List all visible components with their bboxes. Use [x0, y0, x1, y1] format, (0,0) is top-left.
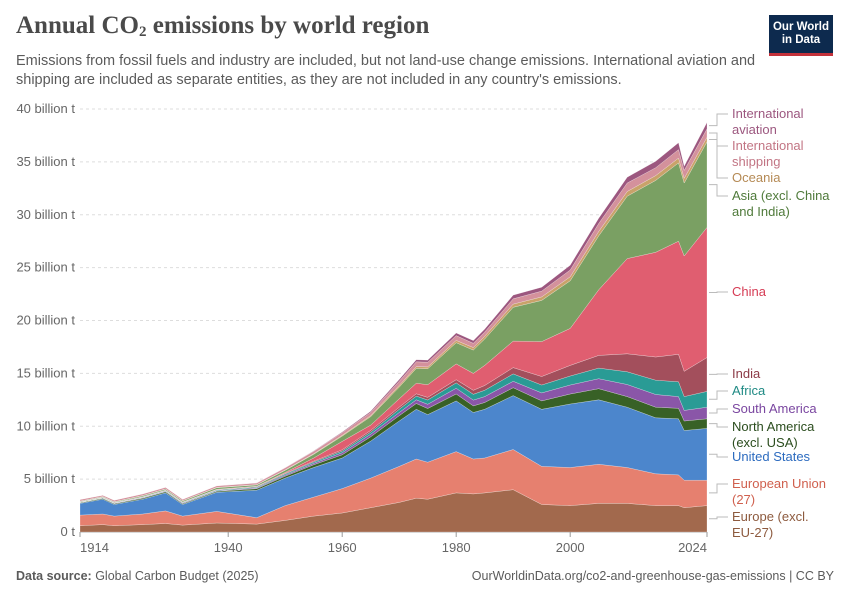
legend-connector — [709, 453, 728, 458]
x-tick-label: 2024 — [678, 540, 707, 555]
legend-label-united-states[interactable]: United States — [732, 449, 811, 464]
owid-logo[interactable]: Our World in Data — [769, 15, 833, 56]
legend-connector — [709, 291, 728, 293]
legend-label-europe-excl-eu-27[interactable]: Europe (excl. — [732, 509, 809, 524]
x-tick-label: 1914 — [80, 540, 109, 555]
area-international-aviation — [79, 122, 708, 501]
y-tick-label: 25 billion t — [16, 260, 75, 275]
logo-line-2: in Data — [781, 34, 821, 46]
data-source-label: Data source: — [16, 569, 92, 583]
source-url-license[interactable]: OurWorldinData.org/co2-and-greenhouse-ga… — [471, 569, 834, 583]
legend-connector — [709, 516, 728, 520]
legend-connector — [709, 483, 728, 494]
title-subscript: 2 — [138, 24, 147, 40]
legend-label-europe-excl-eu-27[interactable]: EU-27) — [732, 525, 773, 540]
logo-line-1: Our World — [772, 21, 829, 33]
legend-label-asia-excl-china-and-india[interactable]: Asia (excl. China — [732, 188, 830, 203]
legend-label-european-union-27[interactable]: (27) — [732, 492, 755, 507]
data-source-value: Global Carbon Budget (2025) — [91, 569, 259, 583]
title-rest: emissions by world region — [146, 12, 430, 39]
legend-label-india[interactable]: India — [732, 366, 761, 381]
legend-connector — [709, 423, 728, 428]
x-axis: 1914 1940 1960 1980 2000 2024 — [79, 532, 708, 555]
legend: InternationalaviationInternationalshippi… — [709, 106, 830, 540]
y-tick-label: 15 billion t — [16, 365, 75, 380]
chart-title: Annual CO2 emissions by world region — [16, 12, 429, 41]
y-axis: 0 t 5 billion t 10 billion t 15 billion t 20… — [16, 101, 75, 539]
y-tick-label: 35 billion t — [16, 154, 75, 169]
data-source: Data source: Global Carbon Budget (2025) — [16, 569, 259, 583]
x-tick-label: 1960 — [328, 540, 357, 555]
x-tick-label: 1980 — [442, 540, 471, 555]
legend-label-european-union-27[interactable]: European Union — [732, 476, 826, 491]
chart-subtitle: Emissions from fossil fuels and industry… — [16, 53, 756, 88]
legend-label-china[interactable]: China — [732, 284, 767, 299]
legend-label-international-aviation[interactable]: International — [732, 106, 804, 121]
legend-connector — [709, 408, 728, 414]
legend-label-africa[interactable]: Africa — [732, 383, 766, 398]
legend-label-international-shipping[interactable]: International — [732, 138, 804, 153]
legend-label-north-america-excl-usa[interactable]: North America — [732, 419, 815, 434]
x-tick-label: 2000 — [556, 540, 585, 555]
legend-label-north-america-excl-usa[interactable]: (excl. USA) — [732, 435, 798, 450]
legend-label-asia-excl-china-and-india[interactable]: and India) — [732, 204, 790, 219]
y-tick-label: 20 billion t — [16, 313, 75, 328]
legend-connector — [709, 184, 728, 197]
series-areas — [79, 122, 708, 533]
legend-label-international-aviation[interactable]: aviation — [732, 122, 777, 137]
y-tick-label: 30 billion t — [16, 207, 75, 222]
y-tick-label: 5 billion t — [24, 471, 76, 486]
x-tick-label: 1940 — [214, 540, 243, 555]
y-tick-label: 10 billion t — [16, 418, 75, 433]
y-tick-label: 0 t — [61, 524, 76, 539]
legend-label-international-shipping[interactable]: shipping — [732, 154, 780, 169]
legend-connector — [709, 390, 728, 400]
y-tick-label: 40 billion t — [16, 101, 75, 116]
legend-connector — [709, 113, 728, 127]
legend-connector — [709, 139, 728, 179]
legend-label-south-america[interactable]: South America — [732, 401, 817, 416]
legend-label-oceania[interactable]: Oceania — [732, 170, 781, 185]
title-main: Annual CO — [16, 12, 139, 39]
